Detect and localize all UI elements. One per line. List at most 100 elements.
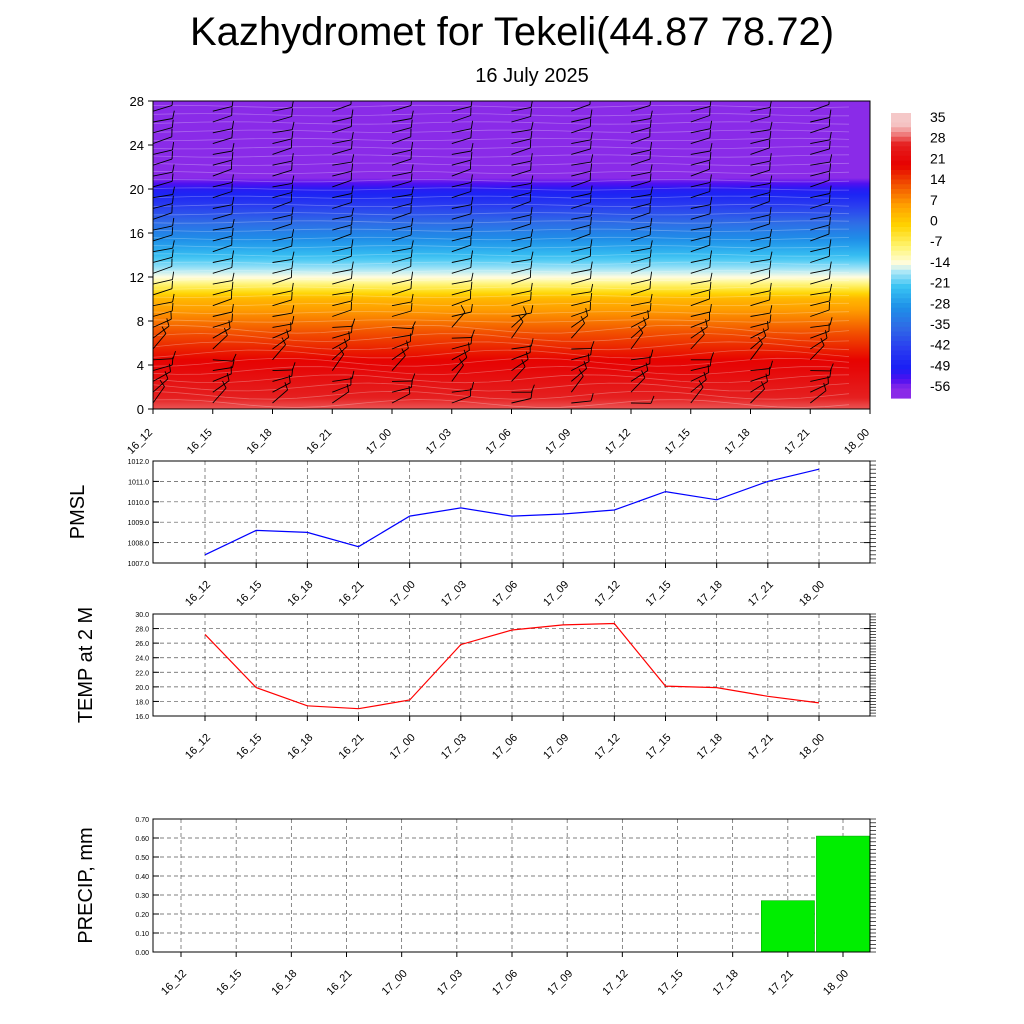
colorbar-swatch xyxy=(891,146,911,152)
panel-frame xyxy=(152,460,871,564)
wind-barb-flag xyxy=(531,384,535,393)
wind-barb xyxy=(571,202,591,209)
wind-barb-flag xyxy=(231,205,234,214)
x-tick-label: 17_12 xyxy=(600,968,630,998)
isotherm-line xyxy=(153,333,850,342)
chart-subtitle: 16 July 2025 xyxy=(475,65,589,87)
colorbar-swatch xyxy=(891,364,911,371)
wind-barb xyxy=(810,193,830,199)
wind-barb xyxy=(212,327,231,339)
wind-barb-flag xyxy=(649,280,651,289)
colorbar-label: -56 xyxy=(930,378,950,394)
wind-barb xyxy=(630,180,651,188)
wind-barb xyxy=(212,321,233,328)
y-tick-label: 12 xyxy=(130,270,144,285)
wind-barb xyxy=(630,104,651,112)
wind-barb xyxy=(153,247,173,253)
wind-barb xyxy=(869,164,870,166)
wind-barb xyxy=(750,169,770,177)
wind-barb-flag xyxy=(291,229,295,238)
x-tick-label: 17_09 xyxy=(543,427,573,457)
wind-barb xyxy=(869,153,870,155)
wind-barb-flag xyxy=(590,109,593,118)
x-tick-label: 18_00 xyxy=(797,579,827,609)
wind-barb xyxy=(630,324,647,339)
colorbar-swatch xyxy=(891,388,911,394)
wind-barb xyxy=(869,272,870,274)
wind-barb xyxy=(690,191,710,199)
isotherm-line xyxy=(153,137,850,142)
wind-barb xyxy=(750,245,770,253)
wind-barb-flag xyxy=(889,281,890,289)
x-tick-label: 17_00 xyxy=(388,732,418,762)
colorbar-swatch xyxy=(891,189,911,195)
wind-barb xyxy=(391,136,411,145)
wind-barb xyxy=(332,325,353,328)
wind-barb xyxy=(511,214,532,220)
wind-barb-flag xyxy=(645,362,649,371)
colorbar-swatch xyxy=(891,298,911,304)
wind-barb-flag xyxy=(470,143,474,152)
wind-barb xyxy=(630,370,649,382)
wind-barb xyxy=(511,312,532,317)
wind-barb-flag xyxy=(348,331,351,340)
x-tick-label: 17_03 xyxy=(435,968,465,998)
wind-barb-flag xyxy=(769,175,773,184)
wind-barb-flag xyxy=(709,281,712,290)
wind-barb xyxy=(750,116,770,123)
isotherm-line xyxy=(153,113,850,117)
wind-barb xyxy=(153,104,173,112)
wind-barb-flag xyxy=(889,249,890,257)
x-tick-label: 16_18 xyxy=(285,732,315,762)
heatmap-field xyxy=(153,101,870,409)
wind-barb-flag xyxy=(889,120,890,128)
wind-barb-flag xyxy=(530,291,532,300)
wind-barb xyxy=(690,379,707,393)
wind-barb-flag xyxy=(583,360,588,369)
wind-barb-flag xyxy=(890,164,892,172)
temperature-heatmap-panel: 0 4 8 12 16 20 24 28 16_12 16_15 16_18 16_21 17_00 17… xyxy=(125,94,892,457)
wind-barb-flag xyxy=(709,259,711,268)
wind-barb xyxy=(332,291,353,296)
y-tick-label: 0.40 xyxy=(135,874,149,881)
x-tick-label: 16_18 xyxy=(245,427,275,457)
wind-barb xyxy=(869,402,870,403)
wind-barb xyxy=(272,277,292,285)
x-tick-label: 18_00 xyxy=(797,732,827,762)
wind-barb-flag xyxy=(709,152,712,161)
wind-barb-flag xyxy=(351,239,354,248)
colorbar-swatch xyxy=(891,141,911,147)
wind-barb xyxy=(391,104,412,112)
wind-barb xyxy=(332,391,350,404)
colorbar-swatch xyxy=(891,127,911,133)
y-tick-label: 0.20 xyxy=(135,912,149,919)
isotherm-line xyxy=(153,311,850,315)
wind-barb xyxy=(451,267,472,274)
isotherm-line xyxy=(153,294,850,298)
wind-barb xyxy=(511,245,531,253)
wind-barb-flag xyxy=(829,363,834,372)
isotherm-line xyxy=(153,253,850,257)
wind-barb-flag xyxy=(530,153,533,162)
wind-barb xyxy=(451,235,472,242)
wind-barb-flag xyxy=(769,314,772,323)
wind-barb xyxy=(272,147,292,155)
wind-barb-flag xyxy=(829,109,832,118)
wind-barb-flag xyxy=(769,238,771,247)
wind-barb-flag xyxy=(530,282,533,291)
x-tick-label: 17_00 xyxy=(388,579,418,609)
wind-barb-flag xyxy=(411,321,416,329)
isotherm-line xyxy=(153,195,850,199)
wind-barb xyxy=(869,132,870,133)
wind-barb xyxy=(391,393,411,404)
wind-barb-flag xyxy=(530,229,534,238)
wind-barb xyxy=(332,378,353,382)
wind-barb xyxy=(212,181,233,188)
isotherm-line xyxy=(153,302,850,307)
wind-barb xyxy=(750,268,771,274)
colorbar-swatch xyxy=(891,274,911,280)
wind-barb xyxy=(690,267,711,274)
x-tick-label: 17_09 xyxy=(545,968,575,998)
x-tick-label: 17_06 xyxy=(484,427,514,457)
wind-barb xyxy=(212,105,233,112)
